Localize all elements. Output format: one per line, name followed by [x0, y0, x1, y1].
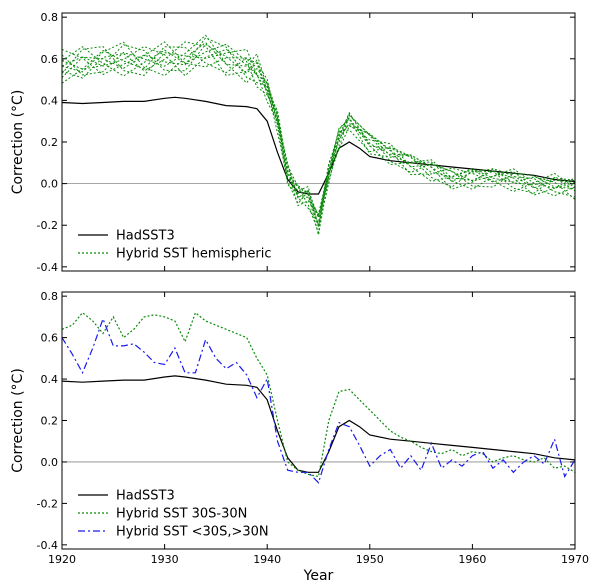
legend: HadSST3 Hybrid SST hemispheric	[78, 229, 272, 262]
x-tick-label: 1970	[561, 553, 589, 566]
plot-frame	[61, 12, 576, 272]
series-line-hybrid-member-2	[61, 34, 576, 236]
series-line-3	[61, 317, 576, 484]
legend-label: HadSST3	[116, 229, 175, 244]
x-tick-label: 1920	[48, 553, 76, 566]
series-line-hybrid-member-1	[61, 43, 576, 219]
x-tick-label: 1940	[253, 553, 281, 566]
x-axis-label: Year	[303, 568, 334, 584]
series-line-hybrid-member-5	[61, 41, 576, 228]
series-line-hybrid-member-4	[61, 45, 576, 220]
x-tick-label: 1960	[458, 553, 486, 566]
y-tick-label: -0.4	[37, 261, 58, 274]
x-tick-label: 1930	[151, 553, 179, 566]
series-line-1	[61, 375, 576, 473]
y-tick-label: 0.0	[41, 456, 59, 469]
y-tick-label: 0.6	[41, 53, 59, 66]
y-tick-label: -0.2	[37, 219, 58, 232]
series-line-2	[61, 311, 576, 478]
y-tick-label: 0.2	[41, 136, 59, 149]
legend: HadSST3 Hybrid SST 30S-30N Hybrid SST <30S…	[78, 489, 269, 540]
legend-label: Hybrid SST 30S-30N	[116, 507, 247, 522]
chart-panel-1: -0.4 -0.2 0.0 0.2 0.4 0.6 0.8 Correction (°C) Ha…	[10, 11, 576, 274]
series-line-hybrid-member-3	[61, 46, 576, 224]
series-line-hybrid-member-7	[61, 37, 576, 227]
legend-label: Hybrid SST hemispheric	[116, 247, 272, 262]
series-line-hybrid-member-8	[61, 41, 576, 235]
y-tick-label: 0.2	[41, 415, 59, 428]
y-tick-label: 0.8	[41, 11, 59, 24]
y-tick-label: 0.6	[41, 332, 59, 345]
y-axis-label: Correction (°C)	[10, 90, 26, 195]
plot-frame	[61, 291, 576, 550]
legend-label: Hybrid SST <30S,>30N	[116, 525, 269, 540]
chart-panel-2: -0.4 -0.2 0.0 0.2 0.4 0.6 0.8 1920 1930 1940 1950 1…	[10, 290, 589, 584]
y-tick-label: 0.8	[41, 290, 59, 303]
x-tick-label: 1950	[356, 553, 384, 566]
y-tick-label: 0.4	[41, 373, 59, 386]
y-tick-label: -0.2	[37, 497, 58, 510]
y-axis-label: Correction (°C)	[10, 368, 26, 473]
y-tick-label: 0.0	[41, 178, 59, 191]
series-line-hybrid-member-6	[61, 45, 576, 216]
y-tick-label: -0.4	[37, 539, 58, 552]
y-tick-label: 0.4	[41, 94, 59, 107]
legend-label: HadSST3	[116, 489, 175, 504]
series-line-hybrid-member-10	[61, 43, 576, 227]
series-line-hybrid-member-9	[61, 41, 576, 218]
